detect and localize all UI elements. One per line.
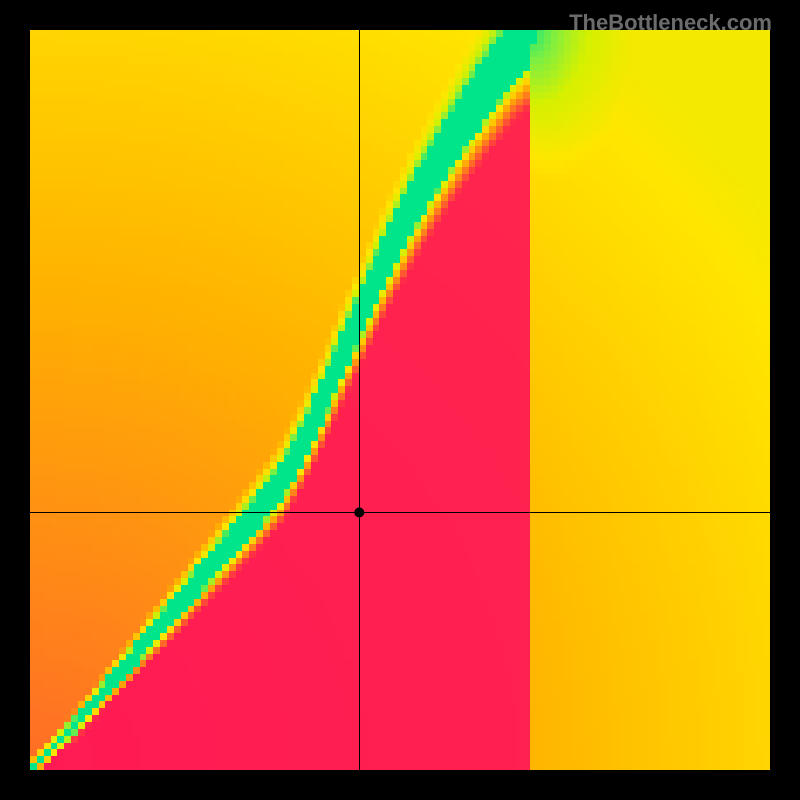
watermark-text: TheBottleneck.com	[569, 10, 772, 36]
bottleneck-heatmap	[0, 0, 800, 800]
chart-container: TheBottleneck.com	[0, 0, 800, 800]
